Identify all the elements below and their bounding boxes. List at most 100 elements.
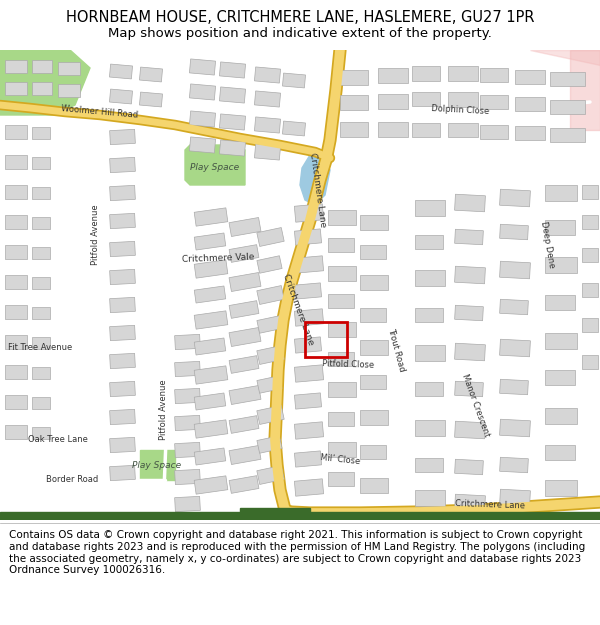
Bar — [545, 445, 575, 460]
Bar — [545, 480, 577, 496]
Bar — [545, 295, 575, 310]
Bar — [448, 66, 478, 81]
Bar — [110, 241, 136, 257]
Bar — [295, 283, 322, 299]
Bar — [415, 235, 443, 249]
Bar — [582, 185, 598, 199]
Bar — [5, 425, 27, 439]
Bar — [229, 386, 261, 404]
Bar — [515, 126, 545, 140]
Bar — [545, 408, 577, 424]
Bar — [305, 322, 347, 357]
Text: Pitfold Avenue: Pitfold Avenue — [158, 379, 167, 440]
Bar — [295, 422, 323, 439]
Bar — [500, 299, 529, 315]
Bar — [582, 355, 598, 369]
Bar — [190, 137, 215, 153]
Bar — [582, 283, 598, 297]
Bar — [5, 335, 27, 349]
Bar — [220, 87, 245, 103]
Bar — [257, 376, 282, 393]
Bar — [110, 213, 136, 229]
Text: Play Space: Play Space — [190, 162, 239, 171]
Bar — [5, 60, 27, 73]
Bar — [360, 445, 386, 459]
Bar — [295, 365, 323, 382]
Bar — [295, 229, 322, 245]
Text: Trout Road: Trout Road — [386, 328, 406, 372]
Bar — [340, 95, 368, 110]
Bar — [257, 228, 284, 246]
Bar — [500, 458, 529, 472]
Polygon shape — [300, 155, 330, 205]
Bar — [5, 305, 27, 319]
Bar — [455, 229, 484, 245]
Bar — [110, 298, 136, 312]
Bar — [545, 370, 575, 385]
Bar — [360, 215, 388, 230]
Bar — [110, 129, 136, 144]
Bar — [500, 489, 530, 507]
Bar — [175, 388, 200, 404]
Bar — [110, 326, 136, 341]
Bar — [295, 479, 323, 496]
Bar — [139, 92, 163, 107]
Bar — [360, 308, 386, 322]
Bar — [110, 186, 136, 201]
Bar — [110, 269, 136, 284]
Bar — [545, 257, 577, 273]
Bar — [229, 476, 259, 493]
Bar — [500, 189, 530, 207]
Bar — [257, 406, 284, 424]
Bar — [58, 84, 80, 97]
Bar — [550, 128, 585, 142]
Bar — [194, 366, 228, 384]
Bar — [110, 438, 136, 452]
Bar — [229, 217, 261, 236]
Bar — [32, 82, 52, 95]
Bar — [295, 337, 322, 353]
Bar — [175, 416, 200, 431]
Bar — [328, 412, 354, 426]
Bar — [455, 194, 485, 212]
Bar — [110, 409, 136, 424]
Bar — [32, 367, 50, 379]
Bar — [515, 97, 545, 111]
Bar — [5, 185, 27, 199]
Text: Mil’ Close: Mil’ Close — [320, 453, 361, 467]
Polygon shape — [140, 450, 175, 480]
Bar — [190, 84, 215, 100]
Bar — [378, 94, 408, 109]
Bar — [455, 421, 485, 439]
Bar — [220, 140, 245, 156]
Bar — [257, 316, 282, 333]
Bar — [58, 62, 80, 75]
Bar — [340, 70, 368, 85]
Bar — [360, 340, 388, 355]
Bar — [194, 260, 228, 278]
Bar — [500, 224, 529, 240]
Bar — [360, 375, 386, 389]
Bar — [582, 318, 598, 332]
Bar — [257, 286, 284, 304]
Bar — [455, 305, 484, 321]
Bar — [412, 123, 440, 137]
Bar — [194, 233, 226, 250]
Bar — [110, 353, 136, 369]
Text: Critchmere Lane: Critchmere Lane — [281, 273, 315, 347]
Bar — [257, 436, 282, 453]
Bar — [415, 270, 445, 286]
Bar — [32, 127, 50, 139]
Bar — [500, 419, 530, 437]
Bar — [5, 125, 27, 139]
Bar — [32, 217, 50, 229]
Bar — [328, 266, 356, 281]
Bar — [448, 123, 478, 137]
Bar — [515, 70, 545, 84]
Bar — [415, 458, 443, 472]
Text: Critchmere Lane: Critchmere Lane — [308, 152, 328, 228]
Bar — [582, 248, 598, 262]
Bar — [360, 410, 388, 425]
Bar — [229, 301, 259, 318]
Bar — [582, 215, 598, 229]
